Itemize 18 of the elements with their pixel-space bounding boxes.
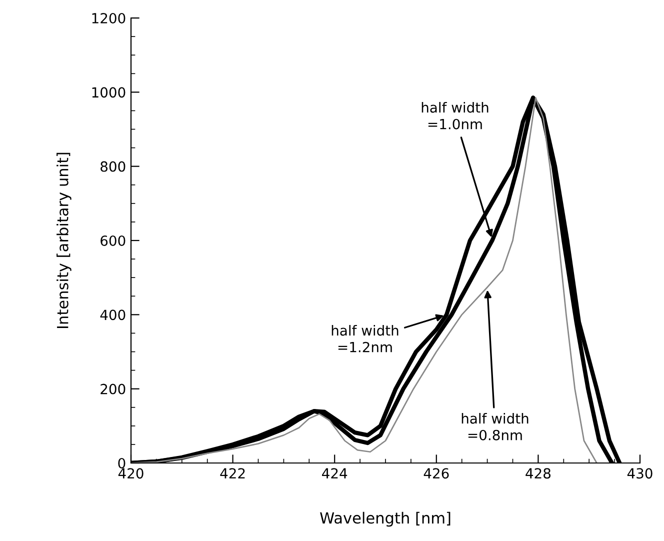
y-tick-label: 200 <box>100 384 126 394</box>
annotation: half width =1.2nm <box>332 324 398 352</box>
y-tick-label: 600 <box>100 235 126 246</box>
x-tick-label: 424 <box>322 468 348 478</box>
y-tick-label: 800 <box>100 161 126 172</box>
x-tick-label: 422 <box>220 468 245 478</box>
annotation: half width =1.0nm <box>422 102 488 130</box>
y-tick-label: 400 <box>100 310 126 320</box>
annotation: half width =0.8nm <box>462 412 528 440</box>
y-tick-label: 1200 <box>92 12 126 24</box>
x-tick-label: 428 <box>526 468 551 479</box>
x-tick-label: 430 <box>627 468 652 479</box>
y-axis-title: Intensity [arbitary unit] <box>56 152 72 328</box>
y-tick-label: 1000 <box>92 87 126 98</box>
y-tick-label: 0 <box>118 458 126 468</box>
x-axis-title: Wavelength [nm] <box>320 512 450 527</box>
x-tick-label: 420 <box>118 468 144 479</box>
x-tick-label: 426 <box>424 468 449 479</box>
